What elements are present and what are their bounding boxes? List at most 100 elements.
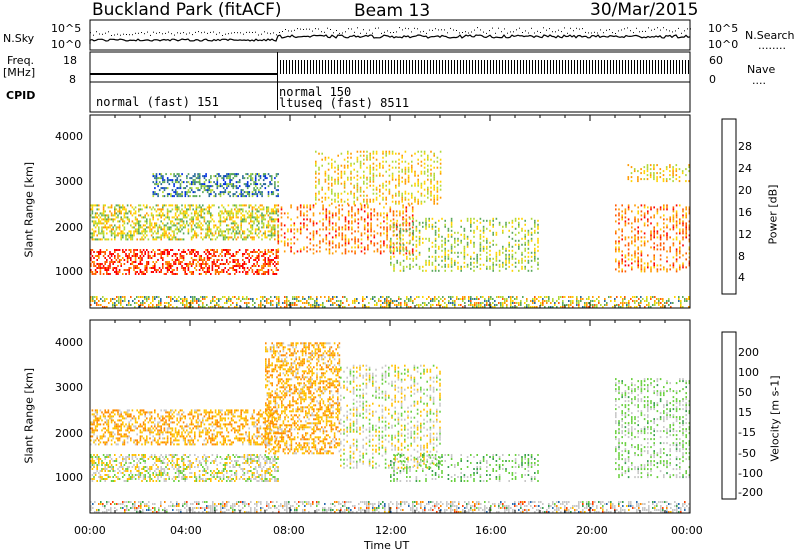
power-pixel	[344, 224, 347, 227]
power-pixel	[222, 193, 225, 196]
power-pixel	[366, 150, 368, 153]
ground-scatter-pixel	[518, 302, 520, 304]
power-pixel	[194, 230, 196, 233]
power-pixel	[383, 250, 385, 253]
power-pixel	[117, 232, 119, 235]
power-pixel	[275, 208, 278, 211]
power-pixel	[229, 195, 231, 198]
ground-scatter-pixel	[182, 300, 184, 302]
ground-scatter-pixel	[438, 296, 440, 298]
power-pixel	[431, 255, 434, 258]
power-pixel	[650, 238, 652, 241]
power-pixel	[222, 220, 225, 223]
velocity-pixel	[93, 476, 95, 478]
power-pixel	[208, 208, 210, 211]
power-pixel	[134, 249, 137, 251]
ground-scatter-pixel	[512, 296, 514, 298]
power-pixel	[232, 177, 235, 180]
power-pixel	[174, 253, 177, 255]
power-pixel	[106, 259, 108, 261]
power-pixel	[407, 166, 410, 169]
power-pixel	[262, 267, 265, 269]
power-pixel	[653, 262, 655, 265]
power-pixel	[383, 244, 385, 247]
power-pixel	[166, 269, 169, 271]
power-pixel	[280, 224, 283, 227]
power-pixel	[444, 259, 446, 262]
power-pixel	[245, 173, 247, 176]
velocity-pixel	[93, 462, 95, 464]
ground-scatter-pixel	[220, 306, 222, 308]
ground-scatter-pixel	[558, 302, 560, 304]
power-pixel	[210, 189, 212, 192]
ground-scatter-pixel	[314, 300, 316, 302]
ground-scatter-pixel	[156, 306, 158, 308]
power-pixel	[259, 193, 262, 196]
ground-scatter-pixel	[588, 298, 590, 300]
power-pixel	[195, 216, 198, 219]
power-pixel	[405, 248, 408, 251]
ground-scatter-pixel	[668, 298, 670, 300]
power-pixel	[141, 273, 143, 275]
power-pixel	[343, 200, 346, 203]
power-pixel	[275, 267, 278, 269]
power-pixel	[173, 230, 175, 233]
power-pixel	[534, 225, 536, 228]
power-pixel	[363, 170, 365, 173]
ground-scatter-pixel	[410, 298, 412, 300]
ground-scatter-pixel	[570, 296, 572, 298]
ground-scatter-pixel	[522, 296, 524, 298]
power-pixel	[256, 271, 258, 273]
power-pixel	[200, 210, 202, 213]
power-pixel	[393, 233, 395, 236]
ground-scatter-pixel	[478, 306, 480, 308]
power-pixel	[208, 189, 211, 192]
power-pixel	[527, 269, 530, 272]
ground-scatter-pixel	[166, 306, 168, 308]
power-pixel	[650, 266, 652, 269]
ground-scatter-pixel	[682, 306, 684, 308]
power-pixel	[327, 196, 330, 199]
ground-scatter-pixel	[516, 306, 518, 308]
power-pixel	[267, 265, 270, 267]
power-pixel	[663, 268, 665, 271]
power-pixel	[530, 233, 533, 236]
power-pixel	[351, 226, 353, 229]
ground-scatter-pixel	[646, 298, 648, 300]
power-pixel	[168, 251, 170, 253]
power-pixel	[206, 269, 209, 271]
power-pixel	[521, 229, 523, 232]
power-pixel	[243, 238, 246, 241]
power-pixel	[243, 230, 246, 233]
ground-scatter-pixel	[152, 300, 154, 302]
power-pixel	[106, 267, 108, 269]
power-pixel	[264, 249, 266, 251]
ground-scatter-pixel	[286, 302, 288, 304]
power-pixel	[160, 210, 162, 213]
power-pixel	[369, 176, 371, 179]
power-pixel	[195, 236, 198, 239]
power-pixel	[363, 232, 366, 235]
power-pixel	[261, 267, 263, 269]
power-pixel	[321, 200, 323, 203]
power-pixel	[107, 255, 110, 257]
power-pixel	[640, 218, 643, 221]
velocity-pixel	[109, 460, 111, 462]
power-pixel	[290, 204, 292, 207]
power-pixel	[101, 222, 103, 225]
power-pixel	[211, 185, 214, 188]
power-pixel	[200, 216, 202, 219]
power-pixel	[131, 214, 134, 217]
power-pixel	[168, 228, 170, 231]
power-pixel	[178, 261, 180, 263]
power-pixel	[163, 181, 166, 184]
power-pixel	[624, 260, 627, 263]
ground-scatter-pixel	[290, 306, 292, 308]
power-pixel	[363, 198, 365, 201]
power-pixel	[251, 212, 254, 215]
power-pixel	[637, 266, 639, 269]
ground-scatter-pixel	[90, 300, 92, 302]
power-pixel	[390, 261, 392, 264]
power-pixel	[224, 230, 226, 233]
power-pixel	[126, 216, 129, 219]
